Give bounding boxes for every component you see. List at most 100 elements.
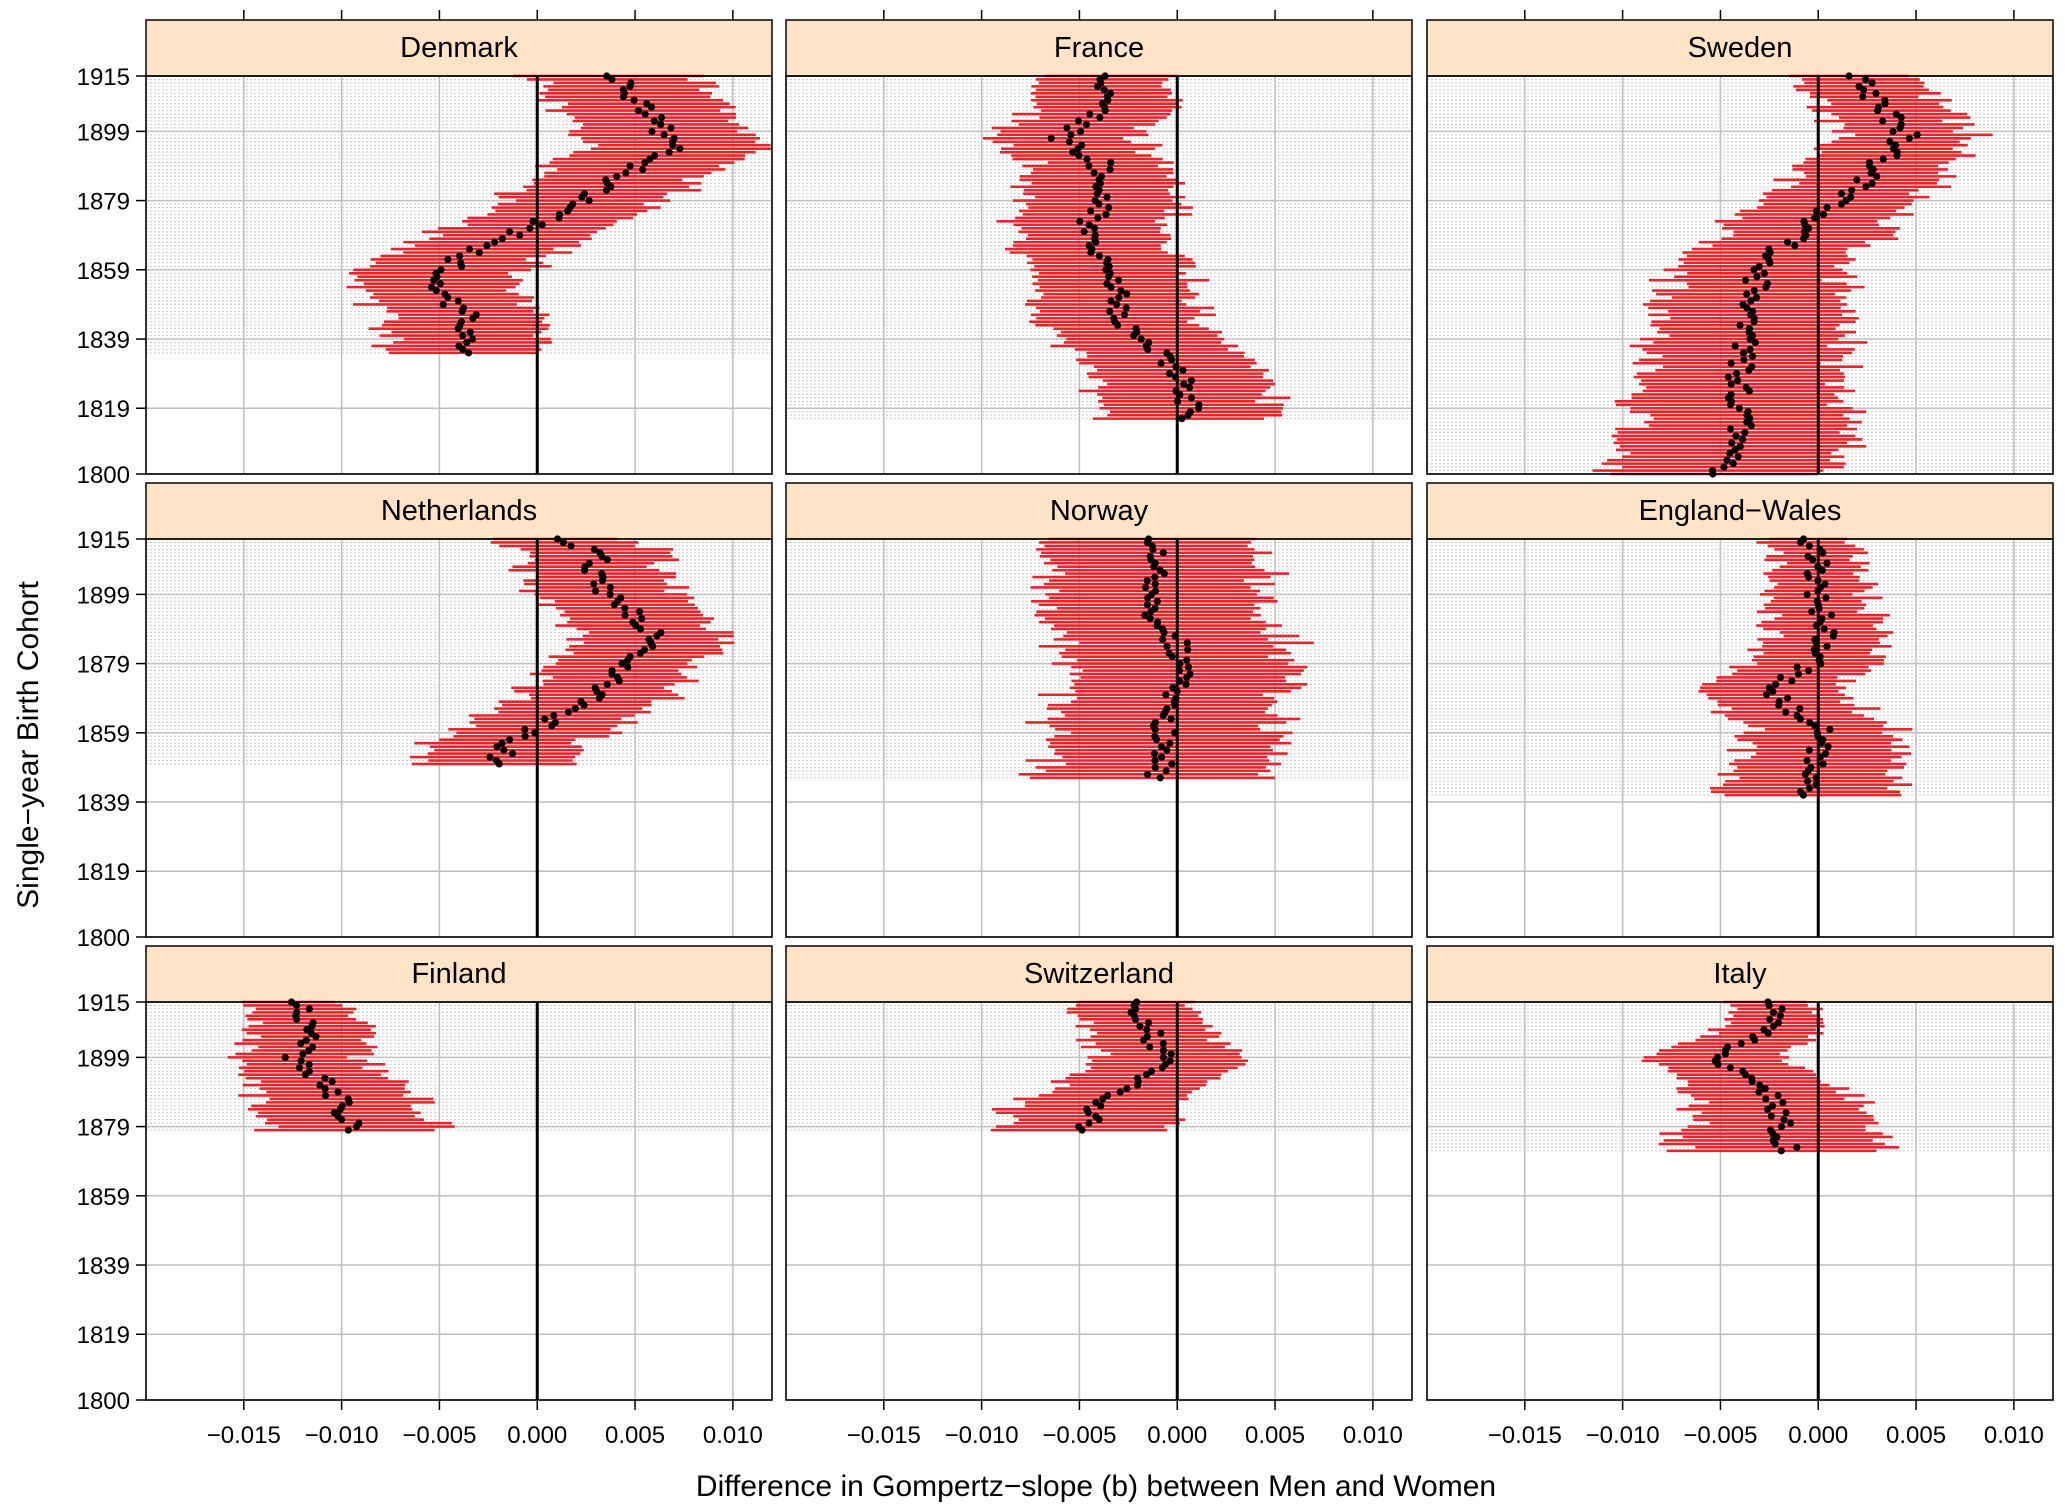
x-tick-label: −0.015 — [207, 1422, 281, 1449]
panel-frame — [1426, 538, 2054, 938]
point-estimate — [608, 75, 616, 84]
y-tick-label: 1859 — [77, 258, 130, 285]
point-estimate — [1170, 729, 1179, 737]
point-estimate — [1826, 725, 1834, 733]
point-estimate — [427, 283, 436, 291]
point-estimate — [334, 1088, 342, 1096]
point-estimate — [516, 231, 524, 239]
panel-frame — [785, 1001, 1413, 1401]
point-estimate — [1813, 729, 1821, 737]
point-estimate — [1768, 1102, 1777, 1110]
point-estimate — [598, 570, 606, 578]
point-estimate — [1776, 673, 1785, 682]
point-estimate — [1762, 1095, 1770, 1103]
point-estimate — [1728, 439, 1736, 447]
point-estimate — [1157, 1029, 1165, 1037]
point-estimate — [1720, 463, 1728, 471]
point-estimate — [602, 176, 610, 184]
point-estimate — [1162, 691, 1170, 699]
panel-italy: Italy — [1426, 945, 2054, 1401]
point-estimate — [338, 1102, 346, 1110]
point-estimate — [1761, 1084, 1769, 1093]
point-estimate — [526, 224, 534, 232]
point-estimate — [1786, 1119, 1795, 1127]
point-estimate — [302, 1036, 310, 1044]
point-estimate — [1806, 718, 1814, 727]
x-tick-label: −0.010 — [945, 1422, 1019, 1449]
point-estimate — [1146, 1043, 1154, 1051]
point-estimate — [492, 756, 501, 765]
point-estimate — [613, 172, 621, 180]
point-estimate — [1075, 152, 1083, 160]
point-estimate — [629, 618, 637, 626]
y-tick-label: 1819 — [77, 396, 130, 423]
point-estimate — [626, 653, 634, 661]
point-estimate — [1144, 1019, 1153, 1027]
point-estimate — [1085, 221, 1093, 229]
point-estimate — [1083, 1105, 1091, 1113]
point-estimate — [1146, 615, 1154, 623]
point-estimate — [1727, 380, 1735, 388]
point-estimate — [1157, 753, 1166, 761]
point-estimate — [577, 698, 585, 706]
point-estimate — [1889, 127, 1897, 135]
point-estimate — [670, 134, 678, 142]
point-estimate — [1766, 1126, 1775, 1134]
panel-title: Switzerland — [1024, 958, 1174, 990]
point-estimate — [1145, 338, 1153, 347]
point-estimate — [441, 290, 449, 298]
point-estimate — [1153, 597, 1161, 605]
point-estimate — [1732, 432, 1740, 440]
panel-england-wales: England−Wales — [1426, 482, 2054, 938]
point-estimate — [667, 124, 675, 132]
point-estimate — [475, 248, 483, 257]
point-estimate — [1793, 1143, 1801, 1151]
point-estimate — [1154, 618, 1162, 626]
point-estimate — [1819, 210, 1828, 219]
point-estimate — [1741, 276, 1750, 284]
point-estimate — [521, 732, 529, 740]
point-estimate — [657, 113, 666, 122]
point-estimate — [1774, 1019, 1783, 1027]
point-estimate — [1151, 573, 1159, 581]
point-estimate — [1821, 580, 1829, 588]
point-estimate — [455, 342, 463, 350]
point-estimate — [1859, 93, 1867, 101]
panel-title: Norway — [1050, 495, 1149, 527]
outer-axes-layer: 1800 1819 1839 1859 1879 1899 1915 1800 1819 1839… — [77, 10, 2044, 1449]
point-estimate — [1824, 743, 1832, 751]
point-estimate — [1175, 677, 1184, 685]
x-tick-label: −0.005 — [1683, 1422, 1757, 1449]
point-estimate — [645, 635, 653, 643]
point-estimate — [1755, 262, 1763, 270]
panel-norway: Norway — [785, 482, 1413, 938]
point-estimate — [650, 117, 658, 125]
panel-title: France — [1054, 32, 1144, 64]
point-estimate — [1106, 165, 1114, 174]
point-estimate — [1891, 141, 1900, 149]
point-estimate — [1167, 1050, 1175, 1058]
point-estimate — [1731, 446, 1739, 454]
point-estimate — [1132, 325, 1140, 333]
point-estimate — [1102, 210, 1110, 219]
point-estimate — [1077, 127, 1085, 135]
point-estimate — [1106, 307, 1114, 315]
point-estimate — [624, 663, 632, 671]
point-estimate — [1187, 394, 1196, 402]
point-estimate — [1739, 349, 1748, 357]
x-tick-label: 0.010 — [1343, 1422, 1403, 1449]
point-estimate — [1159, 1053, 1167, 1061]
point-estimate — [1818, 615, 1826, 623]
point-estimate — [1886, 138, 1894, 146]
point-estimate — [1855, 82, 1863, 90]
point-estimate — [1157, 743, 1166, 751]
point-estimate — [1729, 460, 1737, 468]
point-estimate — [1748, 352, 1757, 360]
point-estimate — [1098, 100, 1106, 108]
point-estimate — [618, 659, 626, 668]
point-estimate — [500, 746, 508, 754]
point-estimate — [1735, 404, 1743, 412]
point-estimate — [1184, 663, 1193, 671]
point-estimate — [437, 266, 445, 274]
point-estimate — [1107, 89, 1115, 97]
